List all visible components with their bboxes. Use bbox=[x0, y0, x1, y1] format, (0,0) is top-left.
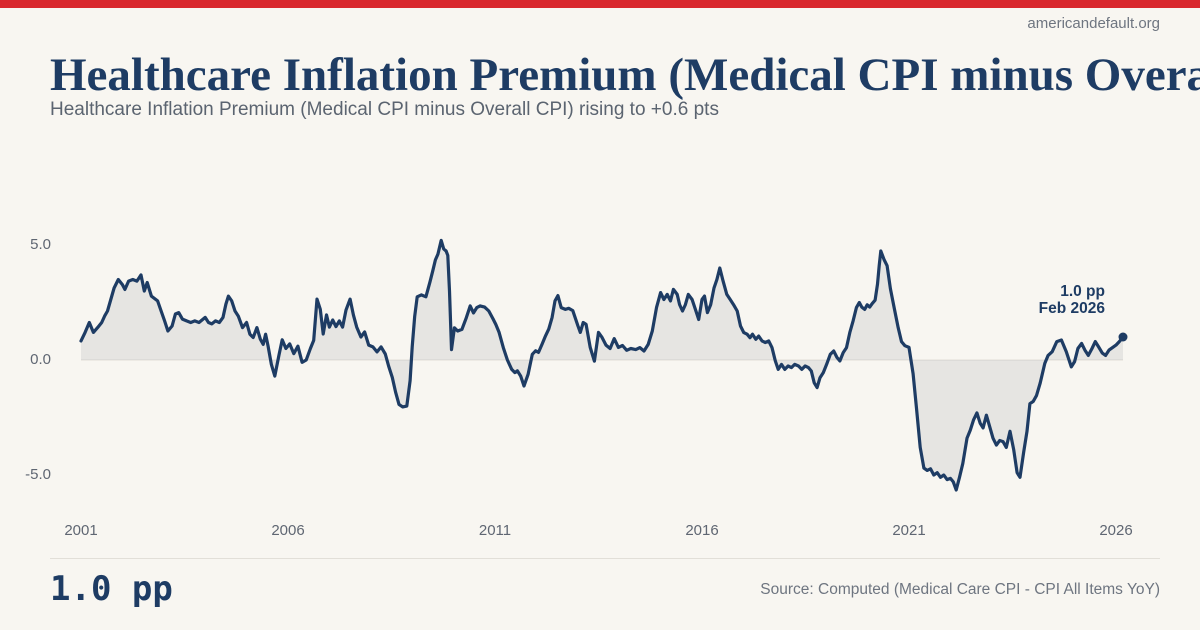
last-point-dot bbox=[1118, 332, 1128, 342]
page-title: Healthcare Inflation Premium (Medical CP… bbox=[50, 49, 1200, 101]
source-note: Source: Computed (Medical Care CPI - CPI… bbox=[760, 581, 1160, 598]
x-tick-label: 2001 bbox=[64, 522, 98, 539]
headline-value: 1.0 pp bbox=[50, 569, 173, 609]
footer-divider bbox=[50, 558, 1160, 559]
brand-accent-bar bbox=[0, 0, 1200, 8]
series-line bbox=[79, 238, 1125, 492]
y-tick-label: 5.0 bbox=[30, 236, 51, 253]
x-tick-label: 2026 bbox=[1099, 522, 1133, 539]
y-tick-label: -5.0 bbox=[25, 466, 51, 483]
annotation-value: 1.0 pp bbox=[1060, 283, 1105, 300]
x-tick-label: 2016 bbox=[685, 522, 719, 539]
page-subtitle: Healthcare Inflation Premium (Medical CP… bbox=[50, 99, 719, 120]
site-url: americandefault.org bbox=[1027, 15, 1160, 32]
x-tick-label: 2011 bbox=[478, 522, 512, 539]
area-fill bbox=[81, 240, 1123, 490]
x-tick-label: 2006 bbox=[271, 522, 305, 539]
y-tick-label: 0.0 bbox=[30, 351, 51, 368]
annotation-date: Feb 2026 bbox=[1038, 299, 1105, 317]
x-tick-label: 2021 bbox=[892, 522, 926, 539]
last-value-annotation: 1.0 pp Feb 2026 bbox=[855, 283, 1105, 317]
